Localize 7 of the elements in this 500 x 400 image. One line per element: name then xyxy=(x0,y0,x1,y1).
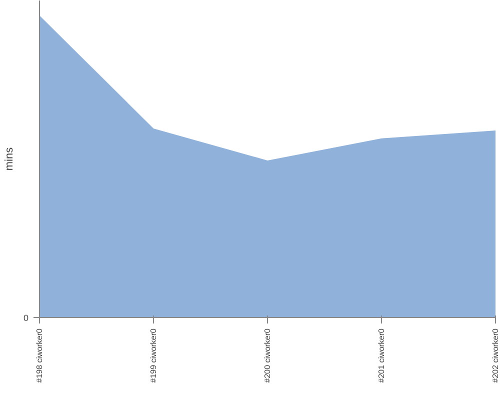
x-tick-label: #202 ciworker0 xyxy=(491,328,500,383)
x-tick-label: #201 ciworker0 xyxy=(377,328,386,383)
x-tick-label: #198 ciworker0 xyxy=(35,328,44,383)
x-tick-label: #199 ciworker0 xyxy=(149,328,158,383)
x-tick-label: #200 ciworker0 xyxy=(263,328,272,383)
y-axis-title: mins xyxy=(3,146,16,171)
text: 0 xyxy=(23,313,29,323)
